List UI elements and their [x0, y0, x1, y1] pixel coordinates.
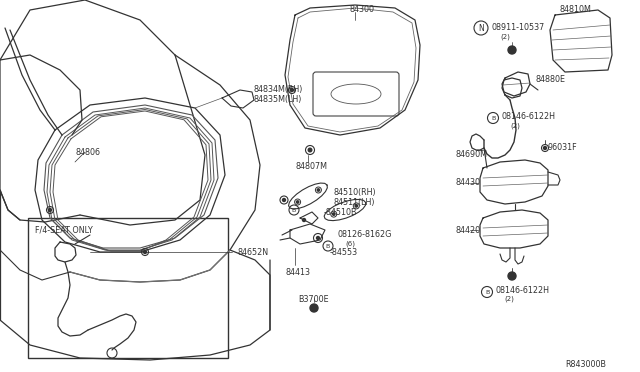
Text: 08126-8162G: 08126-8162G: [337, 230, 392, 239]
Circle shape: [317, 237, 319, 240]
Text: B: B: [326, 244, 330, 248]
Text: 84834M(RH): 84834M(RH): [253, 85, 302, 94]
Text: 08911-10537: 08911-10537: [492, 23, 545, 32]
Text: -84510B: -84510B: [324, 208, 358, 217]
Circle shape: [296, 201, 299, 203]
Text: B: B: [292, 208, 296, 212]
Circle shape: [303, 218, 305, 221]
Circle shape: [317, 189, 319, 191]
Text: 84690M: 84690M: [455, 150, 487, 159]
Text: -84553: -84553: [330, 248, 358, 257]
Circle shape: [543, 147, 547, 150]
Text: 84430: 84430: [455, 178, 480, 187]
Text: 84880E: 84880E: [535, 75, 565, 84]
Text: F/4-SEAT ONLY: F/4-SEAT ONLY: [35, 225, 93, 234]
Text: 84835M(LH): 84835M(LH): [253, 95, 301, 104]
Text: 84810M: 84810M: [560, 5, 592, 14]
Text: 84510(RH): 84510(RH): [333, 188, 376, 197]
Circle shape: [508, 272, 516, 280]
Circle shape: [49, 208, 51, 212]
Circle shape: [333, 213, 335, 215]
Circle shape: [291, 89, 294, 92]
Text: (2): (2): [510, 122, 520, 128]
Text: 84806: 84806: [75, 148, 100, 157]
Circle shape: [508, 46, 516, 54]
Text: 84807M: 84807M: [295, 162, 327, 171]
Text: 84652N: 84652N: [238, 248, 269, 257]
Circle shape: [143, 250, 147, 253]
Circle shape: [308, 148, 312, 152]
Text: (2): (2): [500, 33, 510, 39]
Text: (6): (6): [345, 240, 355, 247]
Text: 84420: 84420: [455, 226, 480, 235]
Text: B: B: [491, 115, 495, 121]
Text: 08146-6122H: 08146-6122H: [496, 286, 550, 295]
Text: 84413: 84413: [286, 268, 311, 277]
Text: 84511(LH): 84511(LH): [333, 198, 374, 207]
Text: B: B: [485, 289, 489, 295]
Circle shape: [282, 199, 285, 202]
Circle shape: [355, 205, 358, 207]
Text: N: N: [478, 23, 484, 32]
Text: 84300: 84300: [350, 5, 375, 14]
Text: (2): (2): [504, 296, 514, 302]
Text: 96031F: 96031F: [548, 143, 578, 152]
Text: R843000B: R843000B: [565, 360, 606, 369]
Text: 08146-6122H: 08146-6122H: [502, 112, 556, 121]
Circle shape: [310, 304, 318, 312]
Text: B3700E: B3700E: [298, 295, 328, 304]
